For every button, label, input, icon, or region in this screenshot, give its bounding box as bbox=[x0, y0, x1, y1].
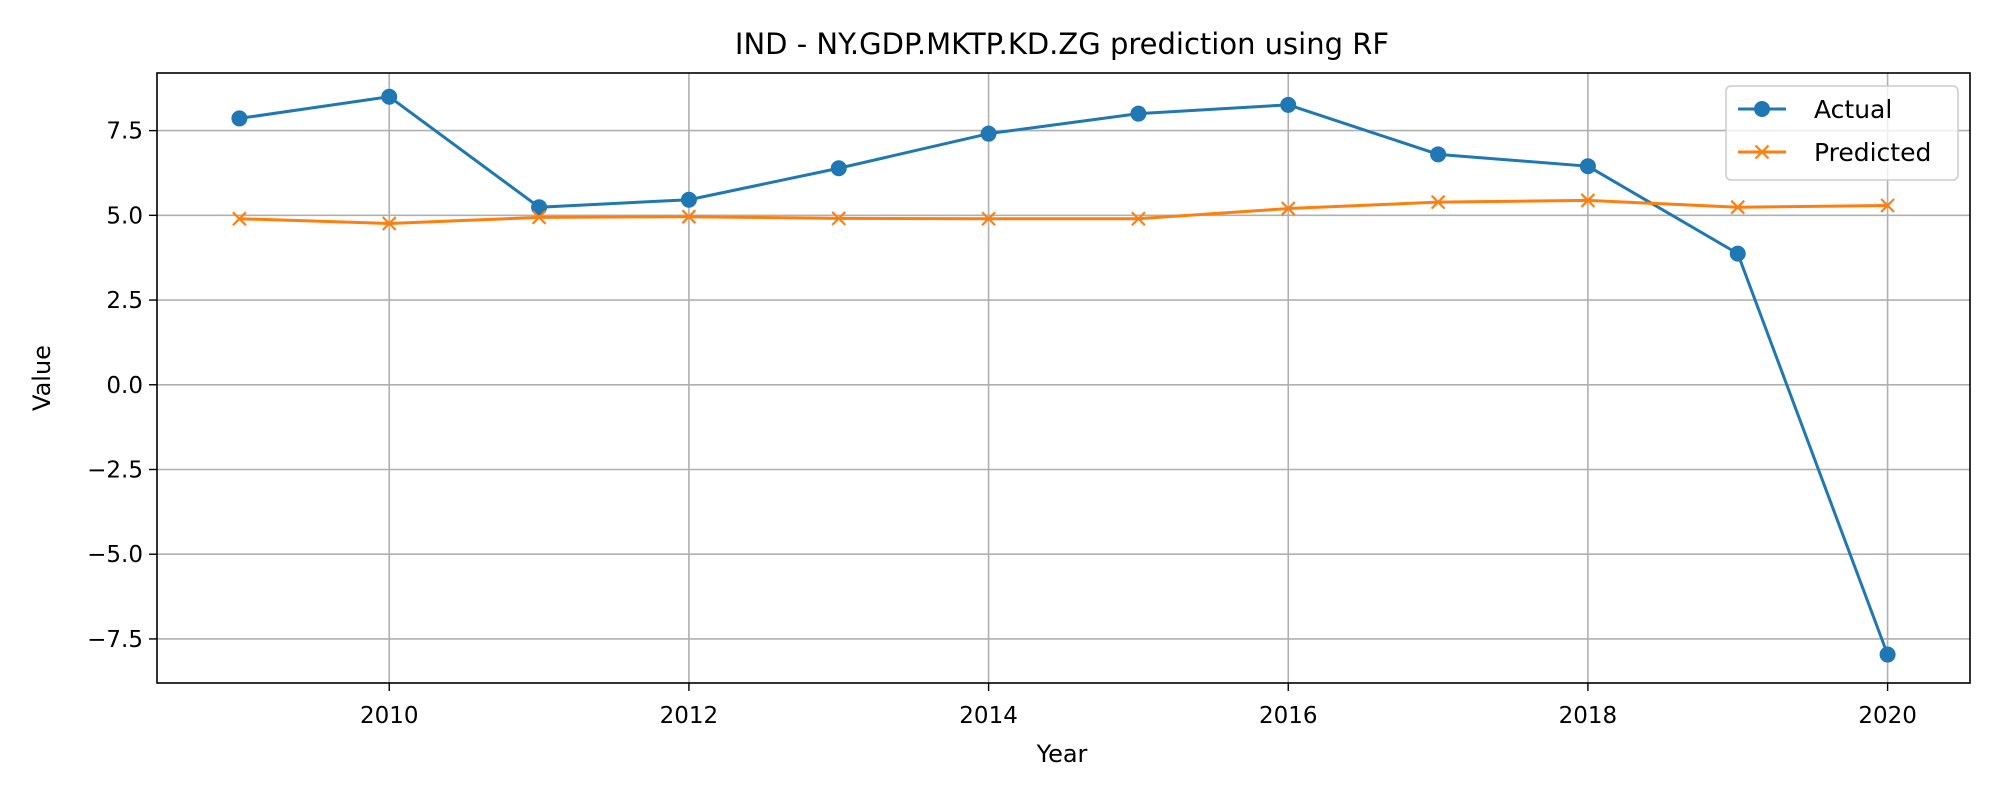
data-point-predicted bbox=[681, 209, 697, 224]
y-tick-label: −2.5 bbox=[87, 458, 143, 484]
x-tick-label: 2010 bbox=[360, 703, 419, 729]
y-tick-label: 5.0 bbox=[106, 203, 143, 229]
data-point-predicted bbox=[1131, 211, 1146, 227]
x-tick-label: 2014 bbox=[959, 703, 1018, 729]
data-point-actual bbox=[1130, 105, 1147, 122]
x-tick-label: 2016 bbox=[1259, 703, 1318, 729]
data-point-actual bbox=[680, 191, 697, 208]
data-point-predicted bbox=[1280, 201, 1296, 216]
legend-marker-predicted bbox=[1754, 144, 1770, 160]
data-point-predicted bbox=[232, 211, 247, 227]
legend-marker-actual bbox=[1754, 101, 1770, 117]
marker-stroke bbox=[1580, 193, 1596, 208]
data-point-predicted bbox=[1730, 199, 1746, 215]
series-line-predicted bbox=[237, 198, 1890, 225]
legend: Actual Predicted bbox=[1725, 85, 1959, 181]
y-tick-label: 7.5 bbox=[106, 119, 143, 145]
data-point-actual bbox=[1879, 646, 1896, 663]
data-point-predicted bbox=[1880, 198, 1895, 213]
data-point-actual bbox=[1430, 146, 1447, 163]
data-point-predicted bbox=[981, 211, 996, 227]
series-line-actual bbox=[237, 95, 1890, 657]
marker-stroke bbox=[1280, 201, 1296, 216]
data-point-actual bbox=[231, 110, 248, 127]
chart-title: IND - NY.GDP.MKTP.KD.ZG prediction using… bbox=[735, 27, 1389, 61]
x-tick-label: 2020 bbox=[1858, 703, 1917, 729]
marker-stroke bbox=[681, 209, 697, 224]
marker-stroke bbox=[381, 216, 397, 231]
y-tick-label: 2.5 bbox=[106, 288, 143, 314]
data-point-predicted bbox=[1430, 194, 1446, 210]
x-axis-label: Year bbox=[1036, 740, 1088, 768]
marker-stroke bbox=[531, 210, 547, 225]
series-lines bbox=[231, 88, 1896, 663]
data-point-actual bbox=[830, 160, 847, 177]
marker-stroke bbox=[1430, 194, 1446, 210]
y-tick-label: 0.0 bbox=[106, 373, 143, 399]
legend-label-predicted: Predicted bbox=[1814, 138, 1931, 167]
legend-item-actual: Actual bbox=[1738, 95, 1892, 124]
data-point-actual bbox=[381, 88, 398, 105]
y-tick-label: −7.5 bbox=[87, 627, 143, 653]
data-point-actual bbox=[1280, 96, 1297, 113]
y-axis-label: Value bbox=[28, 345, 56, 411]
y-tick-label: −5.0 bbox=[87, 542, 143, 568]
data-point-predicted bbox=[1580, 193, 1596, 208]
legend-item-predicted: Predicted bbox=[1738, 138, 1931, 167]
marker-stroke bbox=[1131, 211, 1146, 227]
marker-stroke bbox=[1754, 144, 1770, 160]
legend-label-actual: Actual bbox=[1814, 95, 1892, 124]
marker-stroke bbox=[831, 211, 847, 226]
axis-ticks: 2010 2012 2014 2016 2018 2020 −7.5 −5.0 −2.5 0.0 2… bbox=[87, 119, 1917, 729]
data-point-predicted bbox=[831, 211, 847, 226]
marker-stroke bbox=[1730, 199, 1746, 215]
marker-stroke bbox=[1880, 198, 1895, 213]
data-point-actual bbox=[531, 199, 548, 216]
data-point-actual bbox=[1729, 245, 1746, 262]
marker-stroke bbox=[981, 211, 996, 227]
data-point-predicted bbox=[531, 210, 547, 225]
plot-area-frame bbox=[156, 72, 1971, 684]
marker-stroke bbox=[232, 211, 247, 227]
data-point-actual bbox=[980, 125, 997, 142]
x-tick-label: 2018 bbox=[1559, 703, 1618, 729]
data-point-predicted bbox=[381, 216, 397, 231]
data-point-actual bbox=[1579, 158, 1596, 175]
x-tick-label: 2012 bbox=[660, 703, 719, 729]
